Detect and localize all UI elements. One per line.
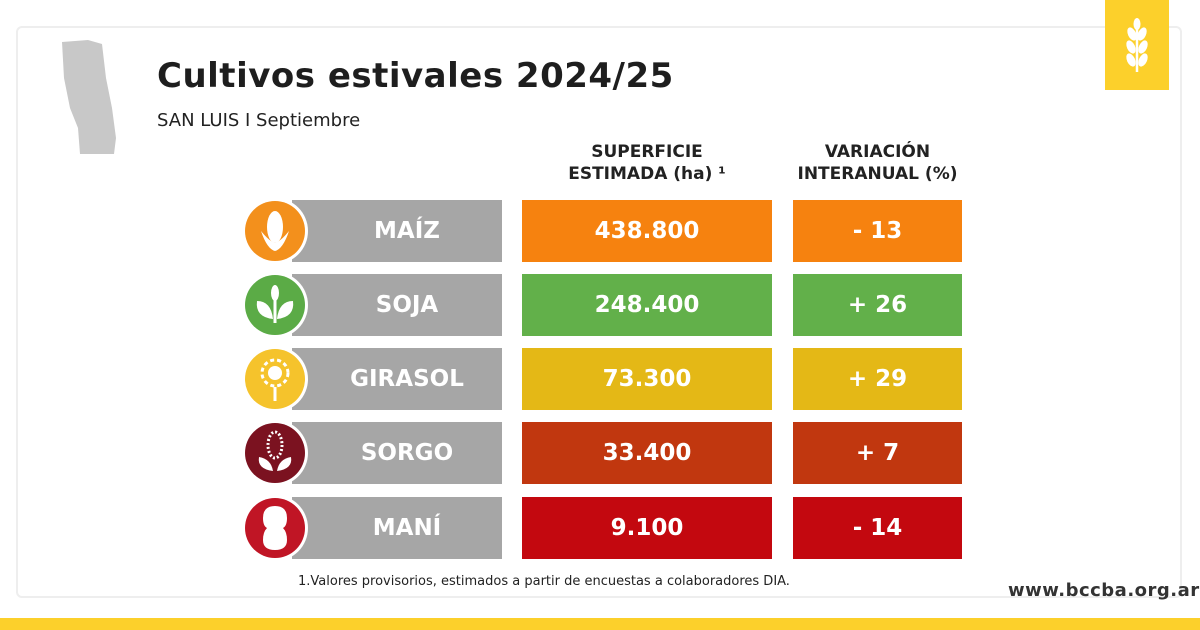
row: SORGO 33.400 + 7: [0, 420, 1200, 486]
card: [16, 26, 1182, 598]
crop-name: SOJA: [292, 274, 502, 336]
crop-name: MANÍ: [292, 497, 502, 559]
crop-icon: [242, 346, 308, 412]
crop-icon: [242, 495, 308, 561]
variation-cell: - 14: [793, 497, 962, 559]
logo: [1105, 0, 1169, 90]
website: www.bccba.org.ar: [1008, 580, 1200, 601]
bottom-stripe: [0, 618, 1200, 630]
footnote: 1.Valores provisorios, estimados a parti…: [298, 574, 790, 589]
column-header: VARIACIÓN INTERANUAL (%): [793, 141, 962, 185]
subtitle: SAN LUIS I Septiembre: [157, 110, 361, 131]
area-cell: 33.400: [522, 422, 772, 484]
logo-icon: [1126, 18, 1148, 72]
title: Cultivos estivales 2024/25: [157, 56, 674, 96]
area-cell: 73.300: [522, 348, 772, 410]
map-silhouette: [62, 40, 116, 154]
crop-name: MAÍZ: [292, 200, 502, 262]
row: MAÍZ 438.800 - 13: [0, 198, 1200, 264]
column-header: SUPERFICIE ESTIMADA (ha) ¹: [522, 141, 772, 185]
crop-icon: [242, 272, 308, 338]
crop-icon: [242, 420, 308, 486]
row: SOJA 248.400 + 26: [0, 272, 1200, 338]
column-header-line: VARIACIÓN: [824, 142, 931, 162]
column-header-line: INTERANUAL (%): [797, 164, 958, 184]
row: MANÍ 9.100 - 14: [0, 495, 1200, 561]
crop-icon: [242, 198, 308, 264]
crop-name: SORGO: [292, 422, 502, 484]
area-cell: 9.100: [522, 497, 772, 559]
column-header-line: ESTIMADA (ha) ¹: [568, 164, 726, 184]
variation-cell: - 13: [793, 200, 962, 262]
column-header-line: SUPERFICIE: [591, 142, 703, 162]
variation-cell: + 7: [793, 422, 962, 484]
crop-name: GIRASOL: [292, 348, 502, 410]
area-cell: 248.400: [522, 274, 772, 336]
area-cell: 438.800: [522, 200, 772, 262]
variation-cell: + 26: [793, 274, 962, 336]
variation-cell: + 29: [793, 348, 962, 410]
row: GIRASOL 73.300 + 29: [0, 346, 1200, 412]
